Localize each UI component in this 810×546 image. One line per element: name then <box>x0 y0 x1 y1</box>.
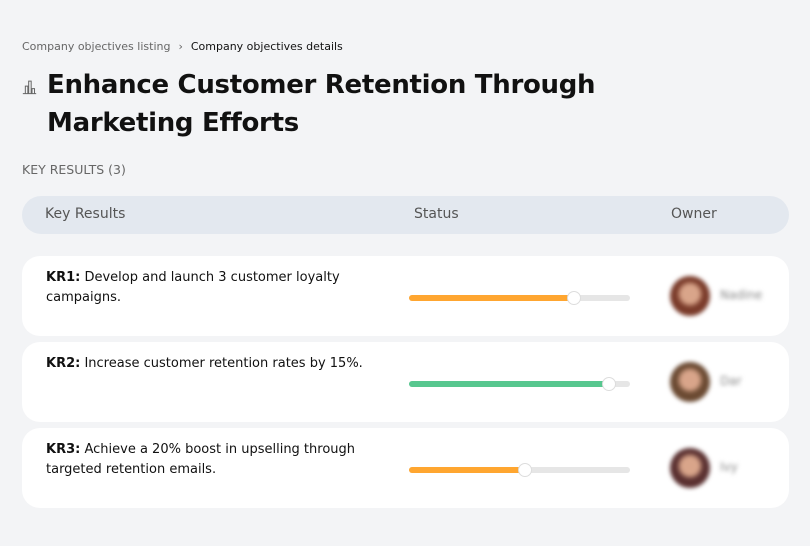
progress-bar <box>409 377 630 391</box>
owner-name: Dar <box>720 374 742 388</box>
key-result-id: KR2: <box>46 356 81 371</box>
key-result-description: Develop and launch 3 customer loyalty ca… <box>46 270 340 305</box>
column-header-key-results: Key Results <box>45 206 126 222</box>
key-result-row[interactable]: KR3: Achieve a 20% boost in upselling th… <box>22 428 789 508</box>
column-header-status: Status <box>414 206 459 222</box>
chevron-right-icon: › <box>178 40 183 53</box>
key-result-id: KR3: <box>46 442 81 457</box>
key-result-text: KR3: Achieve a 20% boost in upselling th… <box>46 440 366 480</box>
column-header-owner: Owner <box>671 206 717 222</box>
owner-name: Ivy <box>720 460 738 474</box>
progress-fill <box>409 295 573 301</box>
progress-fill <box>409 467 524 473</box>
key-result-description: Increase customer retention rates by 15%… <box>80 356 363 371</box>
breadcrumb-parent-link[interactable]: Company objectives listing <box>22 40 171 53</box>
breadcrumb: Company objectives listing › Company obj… <box>22 40 343 53</box>
progress-bar <box>409 463 630 477</box>
avatar <box>670 448 710 488</box>
avatar <box>670 362 710 402</box>
key-result-id: KR1: <box>46 270 81 285</box>
progress-fill <box>409 381 608 387</box>
table-header: Key Results Status Owner <box>22 196 789 234</box>
key-result-row[interactable]: KR1: Develop and launch 3 customer loyal… <box>22 256 789 336</box>
building-chart-icon <box>22 80 37 95</box>
progress-knob <box>566 291 581 305</box>
key-result-description: Achieve a 20% boost in upselling through… <box>46 442 356 477</box>
breadcrumb-current: Company objectives details <box>190 40 343 53</box>
progress-bar <box>409 291 630 305</box>
key-result-row[interactable]: KR2: Increase customer retention rates b… <box>22 342 789 422</box>
key-result-text: KR1: Develop and launch 3 customer loyal… <box>46 268 366 308</box>
page-title: Enhance Customer Retention Through Marke… <box>47 70 596 138</box>
progress-knob <box>517 463 532 477</box>
section-label: KEY RESULTS (3) <box>22 162 126 177</box>
avatar <box>670 276 710 316</box>
progress-knob <box>601 377 616 391</box>
page-header: Enhance Customer Retention Through Marke… <box>22 66 722 142</box>
key-result-text: KR2: Increase customer retention rates b… <box>46 354 366 374</box>
owner-name: Nadine <box>720 288 763 302</box>
